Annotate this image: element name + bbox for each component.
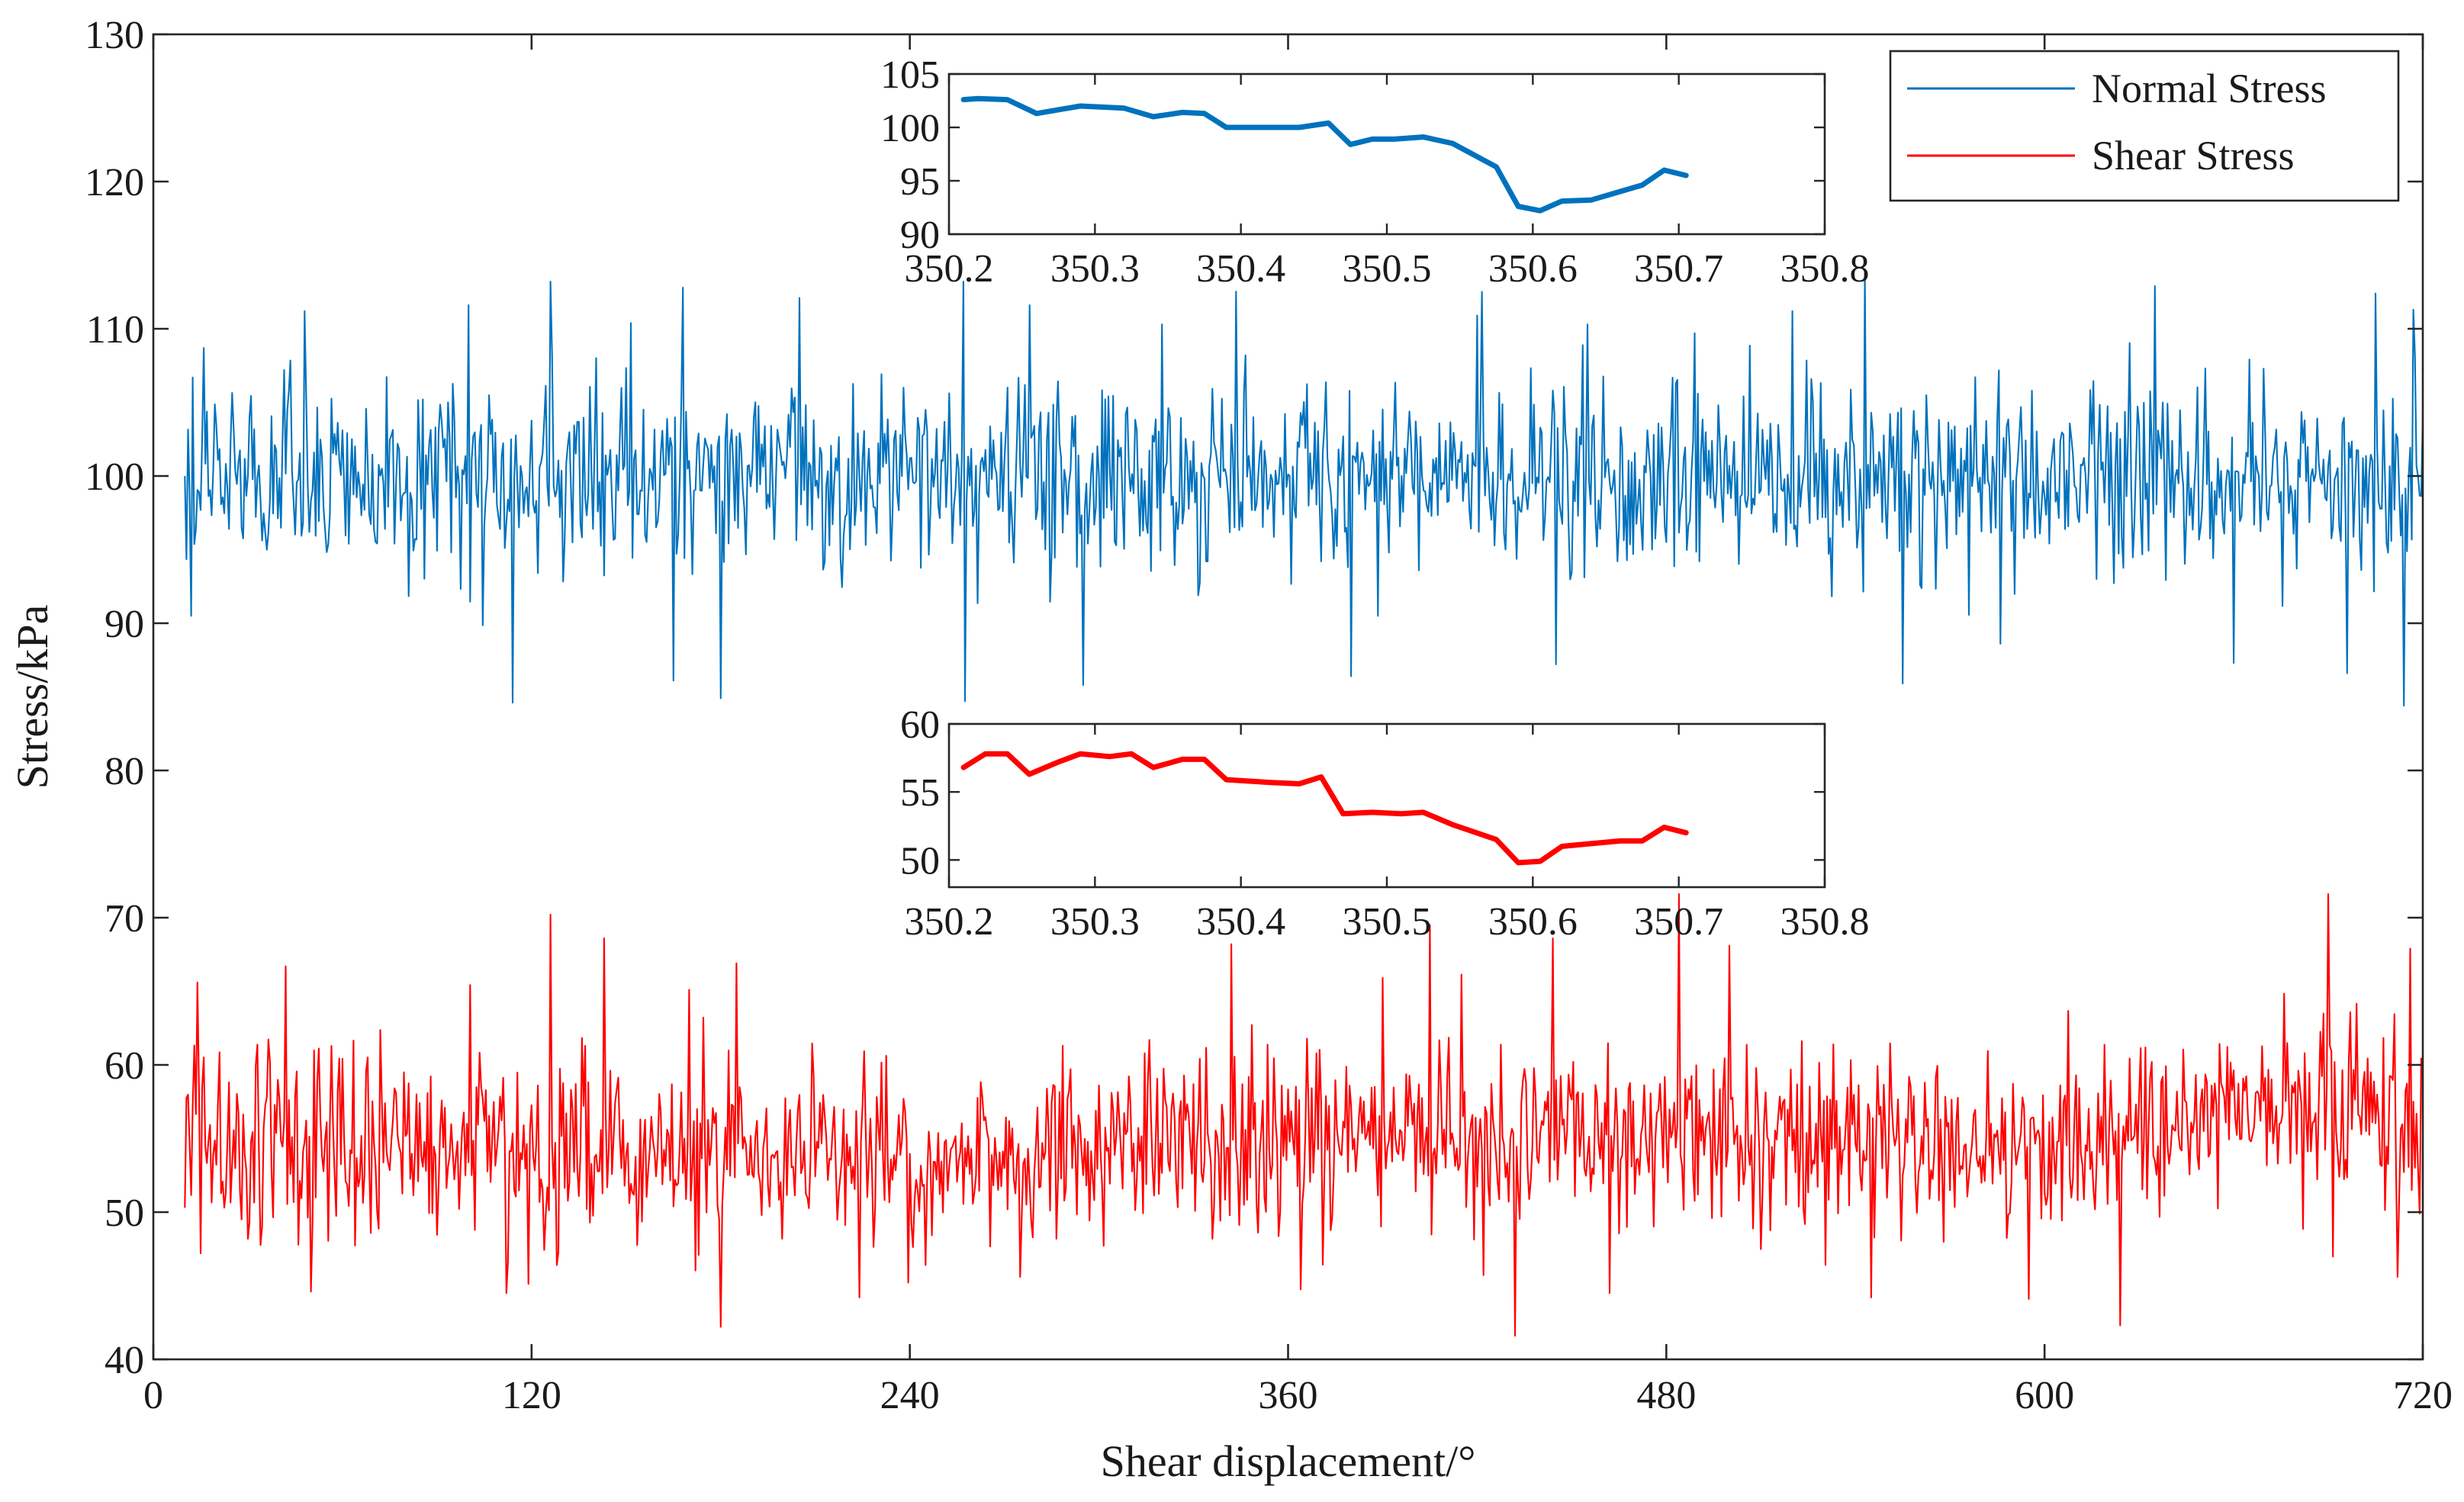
inset-x-tick-label: 350.4 [1196,900,1285,944]
inset-x-tick-label: 350.4 [1196,247,1285,291]
legend-label: Shear Stress [2092,133,2294,179]
y-tick-label: 80 [105,750,144,793]
y-tick-label: 130 [85,14,144,57]
y-tick-label: 100 [85,455,144,499]
inset-y-tick-label: 50 [900,839,940,883]
legend: Normal Stress Shear Stress [1890,51,2398,201]
x-tick-label: 600 [2015,1374,2074,1417]
x-tick-label: 120 [502,1374,561,1417]
y-tick-label: 120 [85,161,144,204]
inset-x-tick-label: 350.8 [1780,247,1870,291]
x-tick-label: 720 [2393,1374,2453,1417]
y-tick-label: 60 [105,1044,144,1088]
y-tick-label: 40 [105,1339,144,1382]
inset-x-tick-label: 350.6 [1488,247,1578,291]
inset-x-tick-label: 350.3 [1050,900,1140,944]
inset-x-tick-label: 350.6 [1488,900,1578,944]
inset-y-tick-label: 100 [880,107,940,150]
x-tick-label: 360 [1259,1374,1318,1417]
inset-y-tick-label: 90 [900,214,940,257]
legend-label: Normal Stress [2092,66,2326,111]
inset-x-tick-label: 350.7 [1634,247,1723,291]
y-axis-title: Stress/kPa [8,605,57,790]
x-axis-title: Shear displacement/° [1101,1436,1476,1486]
y-tick-label: 110 [86,308,144,352]
inset-y-tick-label: 55 [900,771,940,815]
inset-x-tick-label: 350.2 [905,900,994,944]
inset-y-tick-label: 60 [900,703,940,747]
y-tick-label: 90 [105,603,144,646]
x-tick-label: 480 [1636,1374,1696,1417]
inset-x-tick-label: 350.3 [1050,247,1140,291]
x-tick-label: 0 [143,1374,163,1417]
inset-x-tick-label: 350.5 [1343,247,1432,291]
inset-x-tick-label: 350.7 [1634,900,1723,944]
inset-frame [949,724,1825,887]
y-tick-label: 50 [105,1192,144,1235]
inset-x-tick-label: 350.5 [1343,900,1432,944]
inset-y-tick-label: 105 [880,53,940,97]
x-tick-label: 240 [880,1374,940,1417]
inset-x-tick-label: 350.8 [1780,900,1870,944]
y-tick-label: 70 [105,897,144,941]
inset-frame [949,74,1825,234]
inset-y-tick-label: 95 [900,160,940,204]
